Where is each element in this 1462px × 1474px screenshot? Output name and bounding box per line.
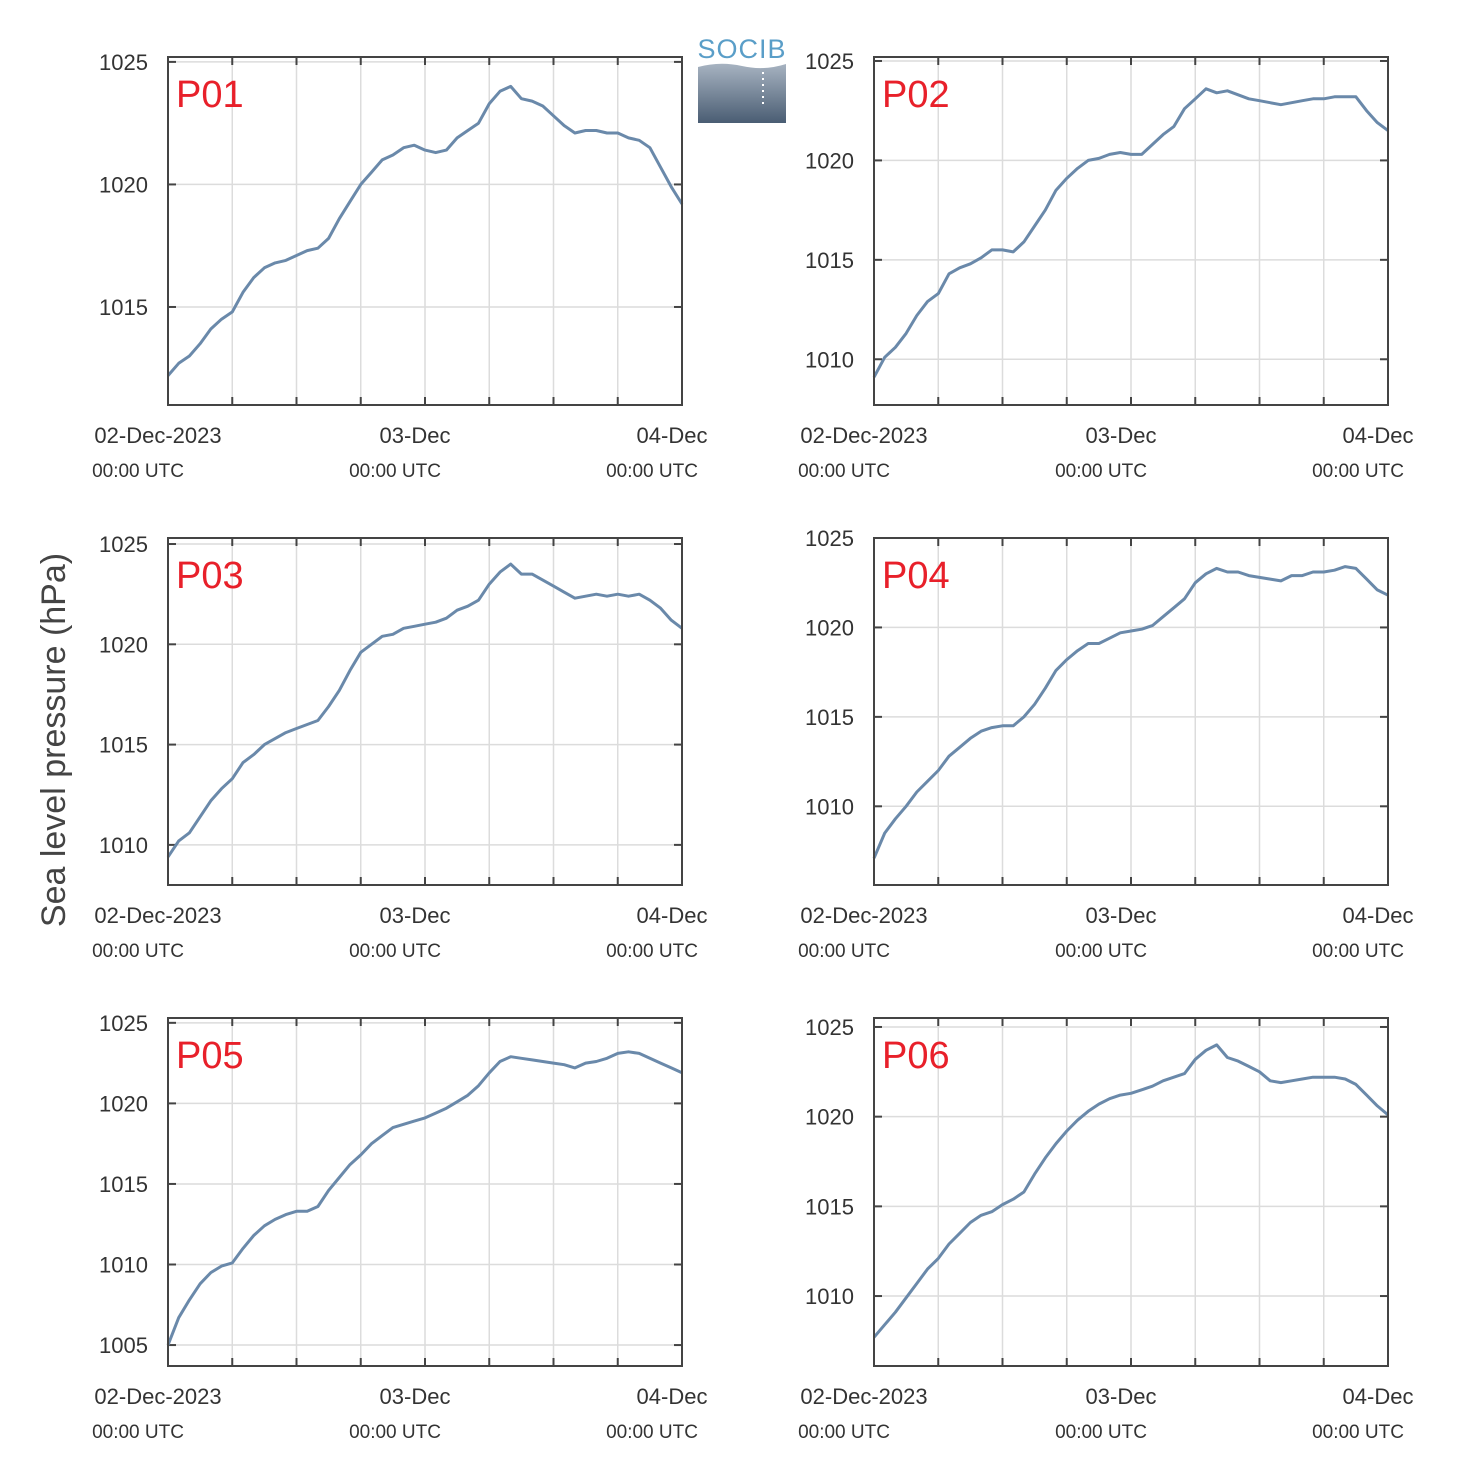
- y-tick-label: 1015: [99, 1172, 148, 1197]
- x-tick-label: 04-Dec: [637, 903, 708, 928]
- x-tick-label: 04-Dec: [637, 423, 708, 448]
- x-tick-label: 02-Dec-2023: [800, 903, 927, 928]
- y-tick-label: 1015: [805, 1194, 854, 1219]
- y-tick-label: 1020: [805, 148, 854, 173]
- plot-frame: [167, 1017, 683, 1367]
- x-tick-sublabel: 00:00 UTC: [798, 461, 890, 482]
- y-tick-label: 1010: [99, 833, 148, 858]
- y-tick-label: 1025: [805, 49, 854, 74]
- x-tick-sublabel: 00:00 UTC: [1312, 1422, 1404, 1443]
- y-tick-label: 1020: [99, 632, 148, 657]
- x-tick-label: 02-Dec-2023: [800, 423, 927, 448]
- x-tick-label: 03-Dec: [1086, 903, 1157, 928]
- x-tick-label: 04-Dec: [1343, 1384, 1414, 1409]
- x-tick-label: 03-Dec: [1086, 1384, 1157, 1409]
- x-tick-sublabel: 00:00 UTC: [1055, 1422, 1147, 1443]
- y-tick-label: 1025: [99, 50, 148, 75]
- pressure-series-line: [166, 562, 683, 858]
- x-tick-sublabel: 00:00 UTC: [92, 461, 184, 482]
- x-tick-sublabel: 00:00 UTC: [606, 461, 698, 482]
- x-tick-sublabel: 00:00 UTC: [349, 1422, 441, 1443]
- plot-frame: [167, 537, 683, 886]
- x-tick-sublabel: 00:00 UTC: [1312, 461, 1404, 482]
- x-tick-label: 02-Dec-2023: [94, 903, 221, 928]
- y-tick-label: 1005: [99, 1333, 148, 1358]
- y-tick-label: 1025: [805, 526, 854, 551]
- x-tick-sublabel: 00:00 UTC: [1055, 941, 1147, 962]
- socib-logo-wave-icon: [698, 63, 786, 123]
- chart-panel-p01: 1015 1020 1025 P01 02-Dec-2023 00:00 UTC 03-De…: [92, 50, 707, 482]
- x-tick-sublabel: 00:00 UTC: [92, 1422, 184, 1443]
- y-tick-label: 1020: [99, 172, 148, 197]
- x-tick-label: 02-Dec-2023: [94, 1384, 221, 1409]
- pressure-series-line: [166, 84, 684, 377]
- y-tick-label: 1025: [99, 532, 148, 557]
- y-tick-label: 1025: [99, 1011, 148, 1036]
- x-tick-sublabel: 00:00 UTC: [349, 461, 441, 482]
- panel-label: P02: [882, 74, 950, 116]
- y-axis-label: Sea level pressure (hPa): [35, 553, 73, 927]
- x-tick-sublabel: 00:00 UTC: [1055, 461, 1147, 482]
- y-tick-label: 1015: [99, 733, 148, 758]
- x-tick-sublabel: 00:00 UTC: [349, 941, 441, 962]
- y-tick-label: 1025: [805, 1015, 854, 1040]
- panel-label: P05: [176, 1035, 244, 1077]
- chart-panel-p02: 1010 1015 1020 1025 P02 02-Dec-2023 00:00 UTC 0…: [798, 49, 1413, 482]
- y-tick-label: 1010: [805, 794, 854, 819]
- pressure-series-line: [872, 565, 1389, 859]
- panel-label: P03: [176, 555, 244, 597]
- plot-frame: [873, 56, 1389, 406]
- x-tick-label: 02-Dec-2023: [94, 423, 221, 448]
- x-tick-label: 04-Dec: [637, 1384, 708, 1409]
- y-tick-label: 1020: [99, 1091, 148, 1116]
- x-tick-sublabel: 00:00 UTC: [92, 941, 184, 962]
- panel-label: P06: [882, 1035, 950, 1077]
- plot-frame: [167, 56, 683, 406]
- plot-frame: [873, 1017, 1389, 1367]
- chart-panel-p04: 1010 1015 1020 1025 P04 02-Dec-2023 00:00 UTC 0…: [798, 526, 1413, 962]
- y-tick-label: 1010: [805, 347, 854, 372]
- chart-panel-p05: 1005 1010 1015 1020 1025 P05 02-Dec-2023 00:00 …: [92, 1011, 707, 1443]
- y-tick-label: 1020: [805, 1105, 854, 1130]
- y-tick-label: 1015: [805, 705, 854, 730]
- chart-panel-p03: 1010 1015 1020 1025 P03 02-Dec-2023 00:00 UTC 0…: [92, 532, 707, 962]
- x-tick-label: 02-Dec-2023: [800, 1384, 927, 1409]
- x-tick-sublabel: 00:00 UTC: [798, 1422, 890, 1443]
- x-tick-sublabel: 00:00 UTC: [606, 941, 698, 962]
- y-tick-label: 1020: [805, 615, 854, 640]
- y-tick-label: 1015: [99, 295, 148, 320]
- socib-logo-text: SOCIB: [697, 34, 786, 64]
- panel-label: P04: [882, 555, 950, 597]
- x-tick-label: 04-Dec: [1343, 903, 1414, 928]
- panels: 1015 1020 1025 P01 02-Dec-2023 00:00 UTC 03-De…: [92, 49, 1413, 1443]
- x-tick-label: 03-Dec: [380, 423, 451, 448]
- x-tick-label: 03-Dec: [380, 1384, 451, 1409]
- chart-panel-p06: 1010 1015 1020 1025 P06 02-Dec-2023 00:00 UTC 0…: [798, 1015, 1413, 1443]
- y-tick-label: 1010: [805, 1284, 854, 1309]
- y-tick-label: 1015: [805, 248, 854, 273]
- x-tick-label: 04-Dec: [1343, 423, 1414, 448]
- plot-frame: [873, 537, 1389, 886]
- socib-logo: SOCIB: [697, 34, 786, 123]
- pressure-series-line: [166, 1050, 683, 1346]
- x-tick-label: 03-Dec: [1086, 423, 1157, 448]
- x-tick-sublabel: 00:00 UTC: [606, 1422, 698, 1443]
- panel-label: P01: [176, 74, 244, 116]
- x-tick-sublabel: 00:00 UTC: [798, 941, 890, 962]
- pressure-series-line: [872, 87, 1389, 378]
- x-tick-sublabel: 00:00 UTC: [1312, 941, 1404, 962]
- x-tick-label: 03-Dec: [380, 903, 451, 928]
- y-tick-label: 1010: [99, 1253, 148, 1278]
- pressure-series-line: [872, 1043, 1389, 1339]
